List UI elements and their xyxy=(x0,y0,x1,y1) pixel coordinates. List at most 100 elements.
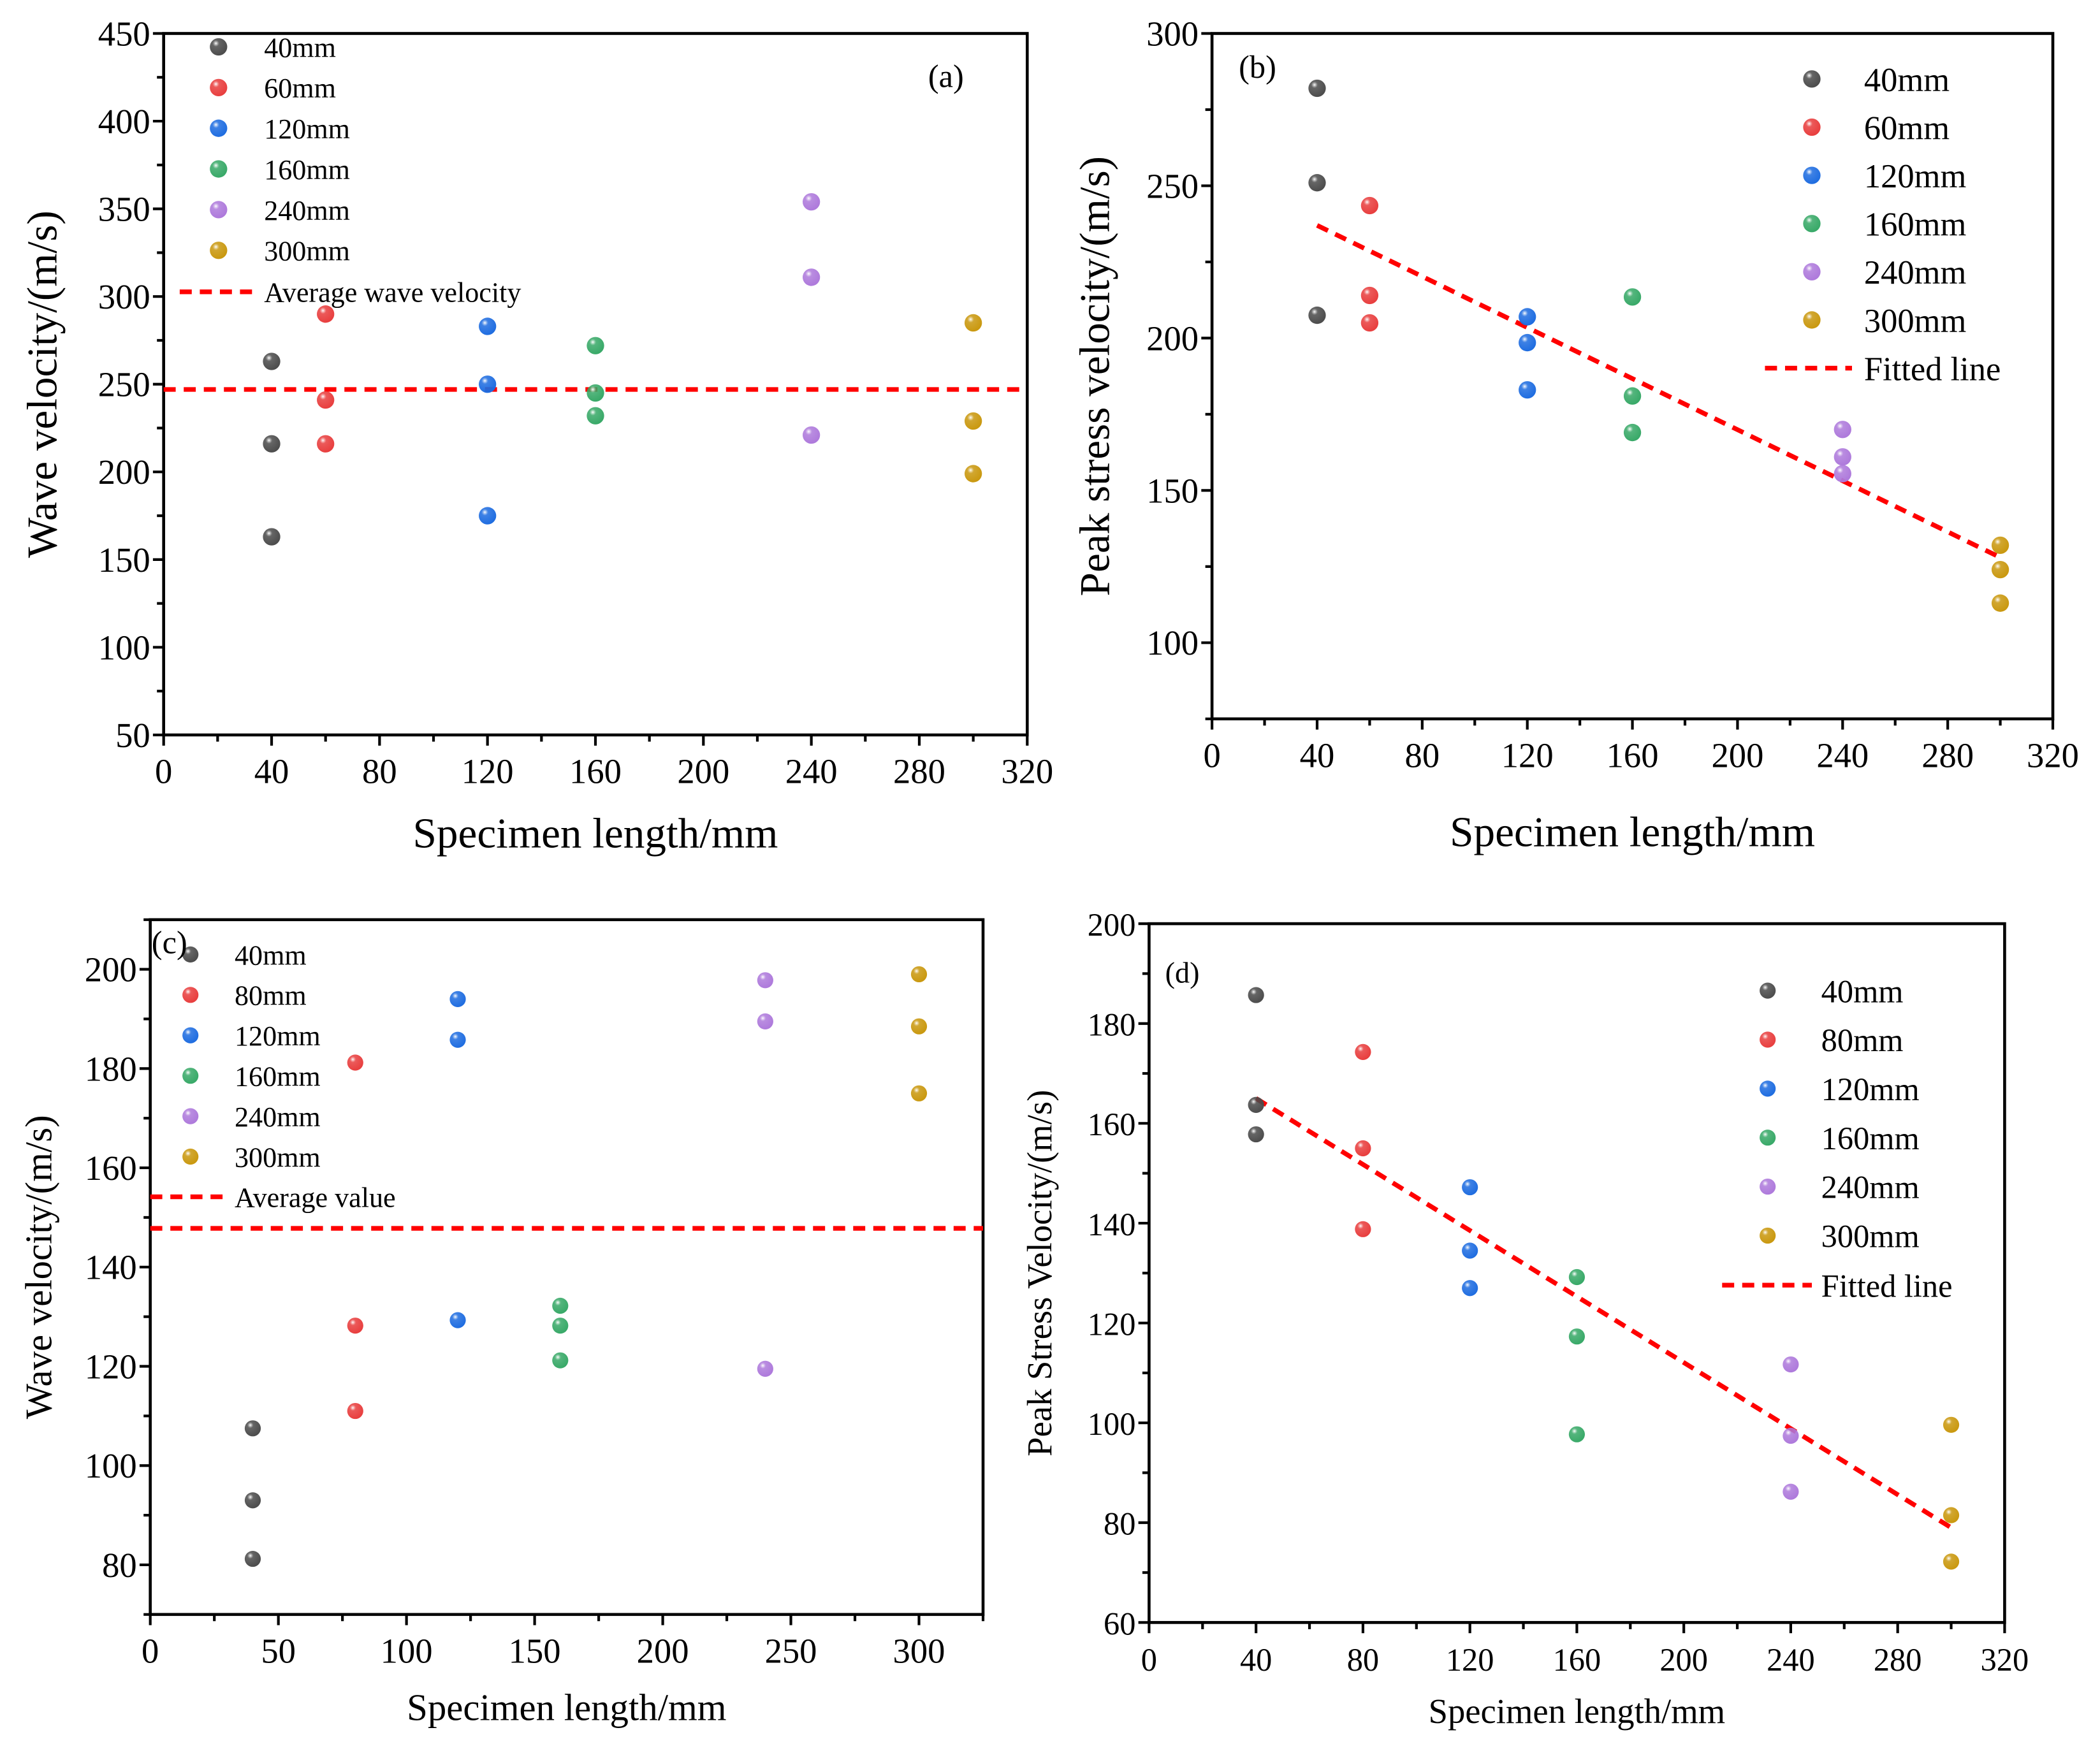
data-point-120mm xyxy=(449,1312,466,1328)
y-tick-label: 80 xyxy=(1104,1506,1135,1542)
legend-label: 120mm xyxy=(1864,158,1967,195)
legend-label: 40mm xyxy=(235,940,307,971)
data-point-300mm xyxy=(964,314,982,332)
data-point-160mm xyxy=(1568,1426,1586,1442)
x-tick-label: 160 xyxy=(1553,1642,1601,1678)
data-point-80mm xyxy=(347,1402,363,1420)
legend-label: 240mm xyxy=(264,195,350,226)
data-point-40mm xyxy=(1308,79,1326,98)
data-point-300mm xyxy=(910,966,928,983)
x-tick-label: 250 xyxy=(765,1631,817,1670)
legend-marker-120mm xyxy=(1760,1080,1776,1097)
x-axis-label: Specimen length/mm xyxy=(1450,808,1815,855)
legend: 40mm 80mm 120mm 160mm 240mm 300mm Fitted line xyxy=(1722,973,1952,1304)
data-point-240mm xyxy=(802,193,820,211)
legend-label: 40mm xyxy=(1821,973,1904,1009)
data-point-40mm xyxy=(263,435,281,453)
data-point-120mm xyxy=(1462,1242,1478,1259)
x-tick-label: 320 xyxy=(1001,752,1053,791)
data-point-120mm xyxy=(1519,308,1536,326)
x-tick-label: 280 xyxy=(893,752,945,791)
data-point-160mm xyxy=(1623,423,1642,442)
y-tick-label: 180 xyxy=(1088,1007,1136,1043)
y-tick-label: 180 xyxy=(85,1049,137,1088)
data-point-40mm xyxy=(244,1550,261,1567)
legend-marker-60mm xyxy=(210,78,228,97)
legend-marker-40mm xyxy=(1803,70,1821,88)
x-tick-label: 80 xyxy=(362,752,397,791)
x-axis-label: Specimen length/mm xyxy=(1429,1692,1726,1731)
data-point-120mm xyxy=(449,1031,466,1048)
y-tick-label: 140 xyxy=(85,1248,137,1287)
data-point-240mm xyxy=(802,268,820,286)
legend-label: 120mm xyxy=(264,113,350,145)
x-tick-label: 150 xyxy=(509,1631,561,1670)
data-point-80mm xyxy=(1355,1221,1371,1237)
x-tick-label: 160 xyxy=(1607,736,1659,774)
y-tick-label: 150 xyxy=(98,541,150,579)
y-tick-label: 200 xyxy=(1146,319,1199,358)
legend-label: 240mm xyxy=(1864,254,1967,291)
data-point-120mm xyxy=(1462,1280,1478,1297)
data-point-160mm xyxy=(1568,1328,1586,1345)
data-point-40mm xyxy=(244,1492,261,1509)
x-tick-label: 40 xyxy=(254,752,289,791)
x-tick-label: 100 xyxy=(381,1631,433,1670)
data-point-300mm xyxy=(1943,1553,1960,1570)
legend-label: 300mm xyxy=(264,236,350,267)
data-point-40mm xyxy=(1248,1126,1264,1143)
data-point-80mm xyxy=(1355,1140,1371,1157)
panel-label: (c) xyxy=(152,924,187,960)
legend-label: 40mm xyxy=(1864,62,1950,99)
x-tick-label: 200 xyxy=(677,752,729,791)
y-tick-label: 350 xyxy=(98,190,150,229)
x-tick-label: 0 xyxy=(1141,1642,1157,1678)
data-point-40mm xyxy=(244,1420,261,1437)
legend-label: 240mm xyxy=(1821,1170,1920,1205)
legend-marker-40mm xyxy=(182,946,199,963)
data-point-60mm xyxy=(1360,286,1379,305)
data-point-120mm xyxy=(479,317,497,335)
chart-panel-a: 0 40 80 120 160 200 240 280 320 50 100 150 200 250 300… xyxy=(18,14,1054,857)
data-point-80mm xyxy=(347,1054,363,1071)
legend-label: Fitted line xyxy=(1864,351,2001,388)
legend-label: 240mm xyxy=(235,1101,321,1133)
data-point-120mm xyxy=(449,991,466,1007)
legend-label: 160mm xyxy=(235,1061,321,1093)
legend-label: 300mm xyxy=(1821,1219,1920,1254)
legend-marker-40mm xyxy=(210,38,228,56)
data-point-300mm xyxy=(1943,1416,1960,1433)
data-point-60mm xyxy=(317,435,335,453)
legend-marker-300mm xyxy=(210,242,228,259)
x-tick-label: 240 xyxy=(785,752,838,791)
data-point-300mm xyxy=(964,412,982,430)
y-tick-label: 100 xyxy=(1088,1406,1136,1442)
data-point-80mm xyxy=(347,1318,363,1334)
x-tick-label: 200 xyxy=(637,1631,689,1670)
x-tick-label: 320 xyxy=(1981,1642,2029,1678)
legend-label: 120mm xyxy=(235,1021,321,1052)
data-point-240mm xyxy=(1834,448,1851,466)
x-tick-label: 120 xyxy=(462,752,514,791)
x-axis-label: Specimen length/mm xyxy=(407,1687,726,1729)
y-tick-label: 160 xyxy=(1088,1107,1136,1142)
data-point-240mm xyxy=(1783,1356,1799,1373)
data-point-240mm xyxy=(1783,1427,1799,1444)
y-tick-label: 300 xyxy=(98,277,150,316)
x-tick-label: 200 xyxy=(1659,1642,1708,1678)
data-point-160mm xyxy=(1623,288,1642,306)
legend-marker-120mm xyxy=(182,1027,199,1043)
legend-label: Fitted line xyxy=(1821,1268,1953,1304)
x-tick-label: 320 xyxy=(2027,736,2079,774)
legend-marker-240mm xyxy=(1760,1178,1776,1195)
x-tick-label: 300 xyxy=(893,1631,945,1670)
legend-marker-300mm xyxy=(1803,311,1821,329)
y-tick-label: 50 xyxy=(115,716,150,755)
x-tick-label: 80 xyxy=(1347,1642,1379,1678)
y-tick-label: 300 xyxy=(1146,14,1199,53)
data-point-240mm xyxy=(1783,1483,1799,1500)
data-point-120mm xyxy=(1519,333,1536,352)
data-point-120mm xyxy=(479,507,497,525)
data-point-60mm xyxy=(317,305,335,323)
data-point-40mm xyxy=(263,528,281,546)
